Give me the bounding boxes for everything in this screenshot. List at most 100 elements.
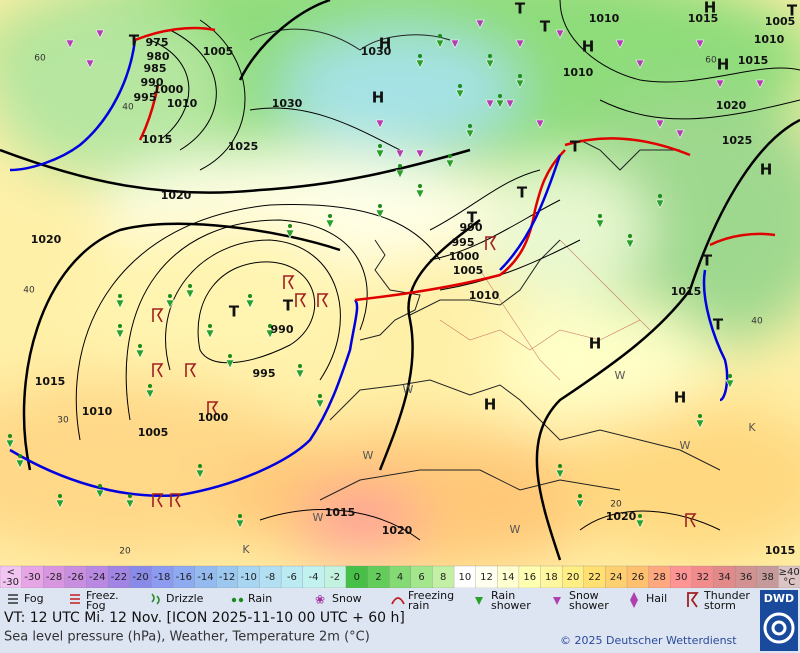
scale-label: 34 <box>718 572 731 583</box>
thunderstorm-symbol <box>152 363 164 378</box>
weather-letter: W <box>403 383 414 396</box>
rain-dot <box>168 294 172 298</box>
shower-symbol <box>395 169 405 179</box>
scale-label: 16 <box>523 572 536 583</box>
shower-symbol <box>15 459 25 469</box>
shower-symbol <box>625 239 635 249</box>
scale-label: 28 <box>653 572 666 583</box>
shower-symbol <box>375 209 385 219</box>
rain-dot <box>288 224 292 228</box>
snow-symbol <box>555 29 565 39</box>
shower-symbol <box>135 349 145 359</box>
scale-label: -20 <box>132 572 148 583</box>
rain-dot <box>578 494 582 498</box>
pressure-center: H <box>760 161 773 179</box>
shower-symbol <box>575 499 585 509</box>
pressure-label: 1015 <box>142 133 173 146</box>
rain-dot <box>118 324 122 328</box>
shower-symbol <box>145 389 155 399</box>
scale-label: 32 <box>696 572 709 583</box>
pressure-center: T <box>283 297 294 315</box>
legend-label: Rain <box>248 592 272 605</box>
rain-dot <box>318 394 322 398</box>
scale-label: 14 <box>502 572 515 583</box>
snow-symbol <box>675 129 685 139</box>
pressure-center: T <box>540 18 551 36</box>
thunderstorm-symbol <box>170 493 182 508</box>
shower-symbol <box>415 189 425 199</box>
snow-symbol <box>485 99 495 109</box>
pressure-center: H <box>704 0 717 17</box>
rain-dot <box>418 184 422 188</box>
pressure-label: 1005 <box>138 426 169 439</box>
pressure-center: T <box>229 303 240 321</box>
shower-symbol <box>115 299 125 309</box>
rain-dot <box>628 234 632 238</box>
pressure-center: T <box>467 209 478 227</box>
legend-label: Freez. Fog <box>86 589 119 612</box>
scale-label: -14 <box>197 572 213 583</box>
snow-icon: ❀ <box>315 593 325 607</box>
pressure-label: 1030 <box>272 97 303 110</box>
pressure-label: 1010 <box>82 405 113 418</box>
legend-bar <box>0 588 800 612</box>
shower-symbol <box>555 469 565 479</box>
rain-dot <box>228 354 232 358</box>
scale-label: 6 <box>418 572 424 583</box>
pressure-center: T <box>570 138 581 156</box>
pressure-label: 1015 <box>325 506 356 519</box>
snow-symbol <box>450 39 460 49</box>
scale-label: 8 <box>440 572 446 583</box>
snow-shower-icon <box>553 597 561 605</box>
scale-label: 30 <box>675 572 688 583</box>
snow-symbol <box>475 19 485 29</box>
pressure-center: T <box>787 2 798 20</box>
weather-letter: W <box>680 439 691 452</box>
footer <box>0 612 800 653</box>
isotherm-label: 40 <box>751 317 763 327</box>
thunderstorm-symbol <box>152 308 164 323</box>
pressure-center: T <box>702 252 713 270</box>
pressure-label: 980 <box>147 50 170 63</box>
pressure-center: H <box>582 38 595 56</box>
weather-letter: K <box>242 543 250 556</box>
rain-dot <box>518 74 522 78</box>
scale-label: 22 <box>588 572 601 583</box>
weather-letter: W <box>510 523 521 536</box>
snow-symbol <box>505 99 515 109</box>
scale-label: -16 <box>176 572 192 583</box>
rain-dot <box>378 144 382 148</box>
thunderstorm-symbol <box>207 401 219 416</box>
drizzle-icon <box>151 593 160 605</box>
snow-symbol <box>85 59 95 69</box>
pressure-label: 995 <box>134 91 157 104</box>
shower-symbol <box>235 519 245 529</box>
pressure-label: 1010 <box>167 97 198 110</box>
pressure-label: 995 <box>253 367 276 380</box>
isotherm-label: 40 <box>122 103 134 113</box>
map: 9759809859909951000101010051015102010251… <box>0 0 800 566</box>
shower-symbol <box>455 89 465 99</box>
scale-label: -2 <box>330 572 340 583</box>
scale-label: 4 <box>397 572 403 583</box>
rain-dot <box>448 154 452 158</box>
rain-dot <box>298 364 302 368</box>
scale-label: -18 <box>154 572 170 583</box>
rain-icon <box>231 597 237 603</box>
shower-symbol <box>115 329 125 339</box>
shower-symbol <box>495 99 505 109</box>
isotherm-label: 20 <box>119 547 131 557</box>
pressure-center: H <box>484 396 497 414</box>
snow-symbol <box>755 79 765 89</box>
thunderstorm-symbol <box>485 236 497 251</box>
rain-dot <box>238 514 242 518</box>
weather-letter: W <box>363 449 374 462</box>
shower-symbol <box>205 329 215 339</box>
rain-dot <box>398 164 402 168</box>
temperature-scale: < -30 -30 -28 -26 -24 -22 -20 -18 -16 -14 -12 -10 -8-… <box>0 565 800 589</box>
temperature-field <box>0 0 800 566</box>
rain-dot <box>198 464 202 468</box>
pressure-label: 1025 <box>722 134 753 147</box>
pressure-center: H <box>674 389 687 407</box>
description: Sea level pressure (hPa), Weather, Tempe… <box>4 630 370 645</box>
